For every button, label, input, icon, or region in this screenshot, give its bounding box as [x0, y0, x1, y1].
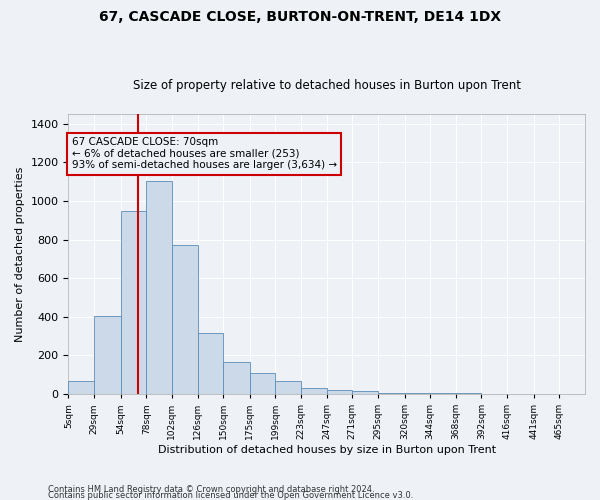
Bar	[378, 393, 404, 394]
Bar	[146, 180, 172, 394]
Bar	[275, 382, 301, 394]
Bar	[456, 393, 481, 394]
Bar	[430, 393, 456, 394]
Text: 67, CASCADE CLOSE, BURTON-ON-TRENT, DE14 1DX: 67, CASCADE CLOSE, BURTON-ON-TRENT, DE14…	[99, 10, 501, 24]
Bar	[250, 373, 275, 394]
Text: 67 CASCADE CLOSE: 70sqm
← 6% of detached houses are smaller (253)
93% of semi-de: 67 CASCADE CLOSE: 70sqm ← 6% of detached…	[71, 137, 337, 170]
Bar	[352, 391, 378, 394]
Title: Size of property relative to detached houses in Burton upon Trent: Size of property relative to detached ho…	[133, 79, 521, 92]
X-axis label: Distribution of detached houses by size in Burton upon Trent: Distribution of detached houses by size …	[158, 445, 496, 455]
Bar	[94, 316, 121, 394]
Bar	[68, 382, 94, 394]
Bar	[404, 393, 430, 394]
Bar	[172, 246, 197, 394]
Y-axis label: Number of detached properties: Number of detached properties	[15, 166, 25, 342]
Bar	[121, 210, 146, 394]
Bar	[197, 333, 223, 394]
Bar	[327, 390, 352, 394]
Text: Contains public sector information licensed under the Open Government Licence v3: Contains public sector information licen…	[48, 490, 413, 500]
Bar	[223, 362, 250, 394]
Bar	[301, 388, 327, 394]
Text: Contains HM Land Registry data © Crown copyright and database right 2024.: Contains HM Land Registry data © Crown c…	[48, 484, 374, 494]
